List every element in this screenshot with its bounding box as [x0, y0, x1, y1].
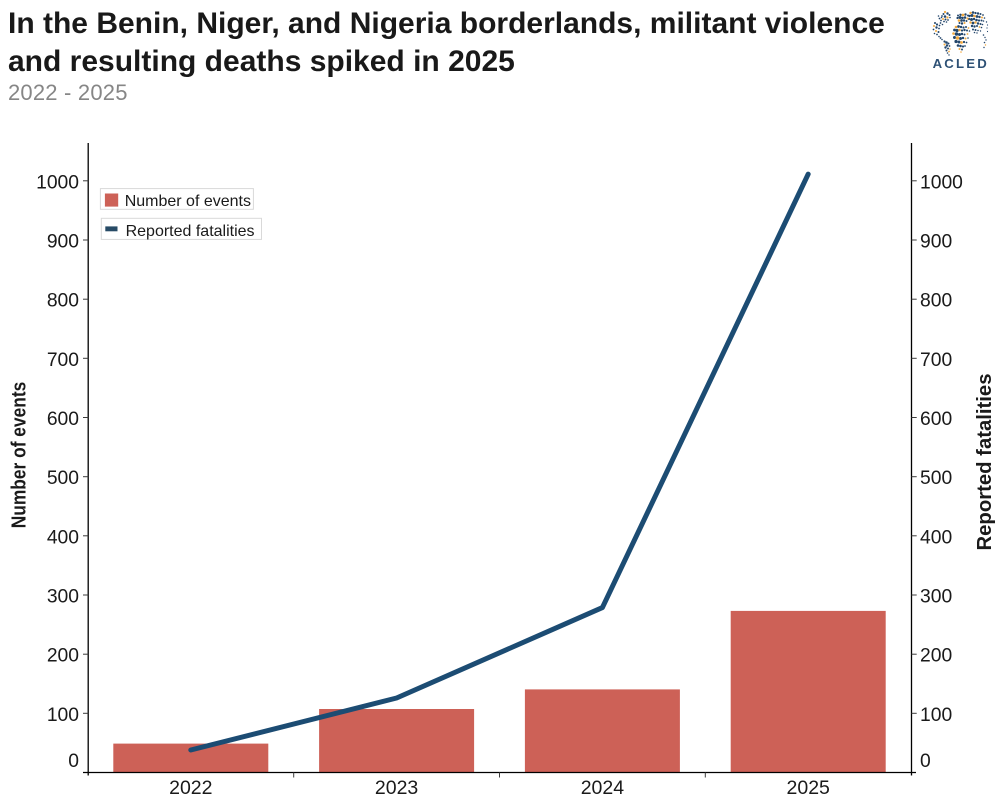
- svg-text:2024: 2024: [581, 777, 625, 799]
- svg-text:300: 300: [920, 587, 952, 608]
- svg-text:0: 0: [920, 751, 931, 772]
- svg-text:200: 200: [47, 646, 79, 667]
- svg-text:900: 900: [920, 232, 952, 253]
- svg-text:2023: 2023: [375, 777, 418, 799]
- svg-text:600: 600: [47, 409, 79, 430]
- svg-text:400: 400: [920, 527, 952, 548]
- svg-text:600: 600: [920, 409, 952, 430]
- svg-text:500: 500: [47, 468, 79, 489]
- svg-text:ACLED: ACLED: [933, 56, 989, 71]
- svg-text:700: 700: [47, 350, 79, 371]
- svg-text:2025: 2025: [787, 777, 831, 799]
- svg-text:700: 700: [920, 350, 952, 371]
- svg-text:100: 100: [920, 705, 952, 726]
- svg-text:300: 300: [47, 587, 79, 608]
- svg-text:Number of events: Number of events: [9, 382, 31, 529]
- svg-text:200: 200: [920, 646, 952, 667]
- svg-text:800: 800: [920, 291, 952, 312]
- svg-text:Reported fatalities: Reported fatalities: [126, 223, 255, 240]
- svg-text:Reported fatalities: Reported fatalities: [974, 374, 996, 551]
- svg-text:1000: 1000: [36, 172, 79, 193]
- svg-text:1000: 1000: [920, 172, 963, 193]
- svg-text:2022: 2022: [169, 777, 212, 799]
- svg-text:Number of events: Number of events: [125, 193, 251, 210]
- svg-text:400: 400: [47, 527, 79, 548]
- svg-text:800: 800: [47, 291, 79, 312]
- svg-text:100: 100: [47, 705, 79, 726]
- svg-text:500: 500: [920, 468, 952, 489]
- svg-text:900: 900: [47, 232, 79, 253]
- svg-text:0: 0: [68, 751, 79, 772]
